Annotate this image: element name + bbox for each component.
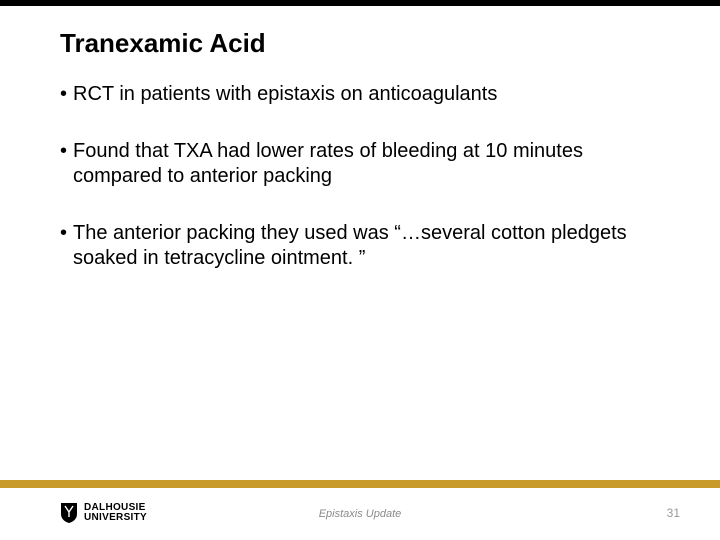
bullet-text: The anterior packing they used was “…sev… bbox=[73, 221, 650, 271]
bullet-text: Found that TXA had lower rates of bleedi… bbox=[73, 139, 650, 189]
gold-divider-bar bbox=[0, 480, 720, 488]
page-number: 31 bbox=[667, 506, 680, 520]
slide: Tranexamic Acid • RCT in patients with e… bbox=[0, 0, 720, 540]
bullet-item: • Found that TXA had lower rates of blee… bbox=[60, 139, 650, 189]
bullet-text: RCT in patients with epistaxis on antico… bbox=[73, 82, 650, 107]
bullet-dot: • bbox=[60, 139, 73, 189]
bullet-item: • RCT in patients with epistaxis on anti… bbox=[60, 82, 650, 107]
bullet-item: • The anterior packing they used was “…s… bbox=[60, 221, 650, 271]
slide-title: Tranexamic Acid bbox=[60, 28, 266, 59]
bullet-dot: • bbox=[60, 82, 73, 107]
footer-center-text: Epistaxis Update bbox=[0, 508, 720, 520]
top-black-bar bbox=[0, 0, 720, 6]
slide-content: • RCT in patients with epistaxis on anti… bbox=[60, 82, 650, 303]
bullet-dot: • bbox=[60, 221, 73, 271]
